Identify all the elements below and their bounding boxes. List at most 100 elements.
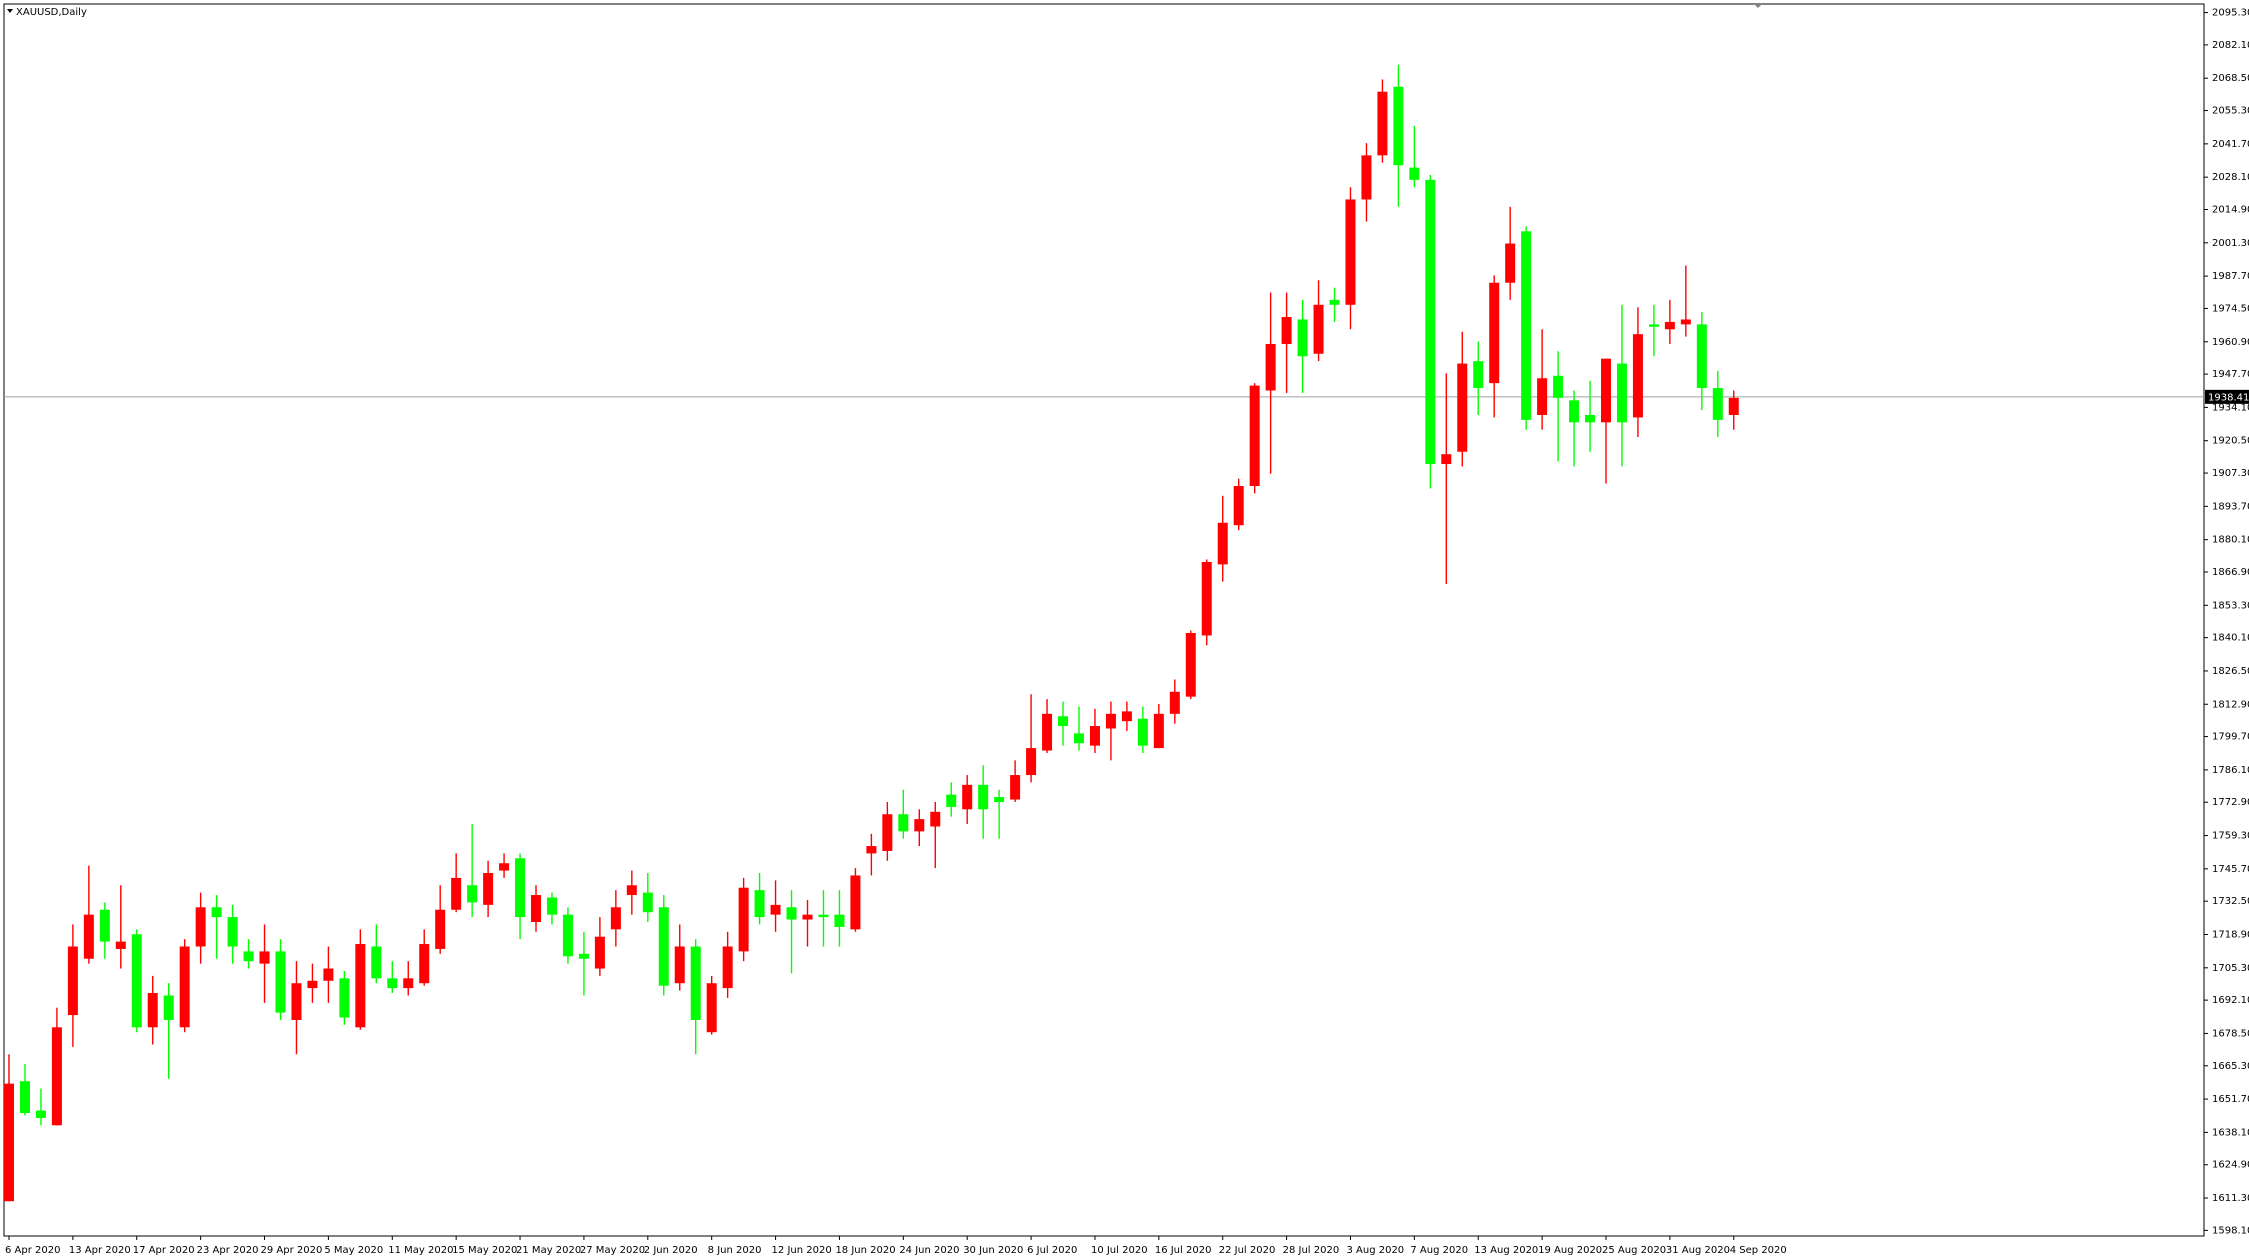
- candle-body: [674, 946, 685, 984]
- x-tick-label: 24 Jun 2020: [899, 1245, 959, 1256]
- candle-body: [1393, 86, 1404, 166]
- x-tick-label: 29 Apr 2020: [261, 1245, 323, 1256]
- menu-arrow[interactable]: [7, 9, 13, 13]
- candle-body: [1616, 363, 1627, 423]
- x-tick-label: 17 Apr 2020: [133, 1245, 195, 1256]
- candle-body: [1185, 632, 1196, 697]
- candle-body: [578, 953, 589, 959]
- candle-body: [451, 877, 462, 910]
- candle-body: [163, 995, 174, 1020]
- candle-body: [898, 814, 909, 832]
- candle-body: [1105, 713, 1116, 729]
- candle-body: [914, 819, 925, 832]
- x-tick-label: 25 Aug 2020: [1602, 1245, 1666, 1256]
- x-tick-label: 21 May 2020: [516, 1245, 581, 1256]
- y-tick-label: 1812.90: [2212, 699, 2249, 710]
- y-tick-label: 1840.10: [2212, 633, 2249, 644]
- x-tick-label: 16 Jul 2020: [1155, 1245, 1212, 1256]
- y-tick-label: 1974.50: [2212, 303, 2249, 314]
- candle-body: [930, 811, 941, 827]
- candle-body: [35, 1110, 46, 1118]
- candle-body: [546, 897, 557, 915]
- y-tick-label: 1826.50: [2212, 666, 2249, 677]
- candle-body: [1505, 243, 1516, 283]
- candle-body: [818, 914, 829, 918]
- candle-body: [834, 914, 845, 927]
- x-tick-label: 11 May 2020: [388, 1245, 453, 1256]
- candle-body: [323, 968, 334, 981]
- candle-body: [131, 934, 142, 1028]
- x-tick-label: 27 May 2020: [580, 1245, 645, 1256]
- y-tick-label: 1598.10: [2212, 1225, 2249, 1236]
- candle-body: [115, 941, 126, 949]
- candle-body: [1089, 726, 1100, 746]
- y-tick-label: 1987.70: [2212, 271, 2249, 282]
- candle-body: [738, 887, 749, 952]
- y-tick-label: 2082.10: [2212, 40, 2249, 51]
- x-tick-label: 7 Aug 2020: [1410, 1245, 1468, 1256]
- y-tick-label: 1947.70: [2212, 369, 2249, 380]
- candle-body: [562, 914, 573, 957]
- candle-body: [51, 1027, 62, 1126]
- candle-body: [1281, 317, 1292, 344]
- candle-body: [1648, 324, 1659, 327]
- candle-body: [658, 907, 669, 986]
- candle-body: [387, 978, 398, 989]
- candle-body: [99, 909, 110, 942]
- candle-body: [1042, 713, 1053, 751]
- candle-body: [1680, 319, 1691, 325]
- candle-body: [275, 951, 286, 1013]
- candle-body: [1010, 775, 1021, 800]
- candle-body: [419, 944, 430, 984]
- candle-body: [403, 978, 414, 989]
- y-tick-label: 1907.30: [2212, 468, 2249, 479]
- candle-body: [1489, 282, 1500, 384]
- candle-body: [610, 907, 621, 930]
- candle-body: [866, 846, 877, 854]
- y-tick-label: 1772.90: [2212, 797, 2249, 808]
- candle-body: [243, 951, 254, 962]
- y-tick-label: 1853.30: [2212, 600, 2249, 611]
- plot-marks: [4, 64, 2204, 1202]
- y-tick-label: 2095.30: [2212, 8, 2249, 19]
- shift-marker[interactable]: [1754, 4, 1762, 8]
- x-tick-label: 13 Aug 2020: [1474, 1245, 1538, 1256]
- candle-body: [1457, 363, 1468, 452]
- y-tick-label: 1651.70: [2212, 1094, 2249, 1105]
- candle-body: [1728, 397, 1739, 415]
- x-tick-label: 31 Aug 2020: [1666, 1245, 1730, 1256]
- chart-title: XAUUSD,Daily: [16, 7, 87, 18]
- y-tick-label: 2041.70: [2212, 139, 2249, 150]
- candle-body: [1249, 385, 1260, 487]
- x-tick-label: 28 Jul 2020: [1283, 1245, 1340, 1256]
- candle-body: [1137, 718, 1148, 746]
- candle-body: [1696, 324, 1707, 389]
- candle-body: [1585, 414, 1596, 423]
- y-tick-label: 1934.10: [2212, 402, 2249, 413]
- candle-body: [594, 936, 605, 969]
- candle-body: [435, 909, 446, 949]
- y-tick-label: 1880.10: [2212, 535, 2249, 546]
- candle-body: [1409, 167, 1420, 180]
- y-tick-label: 1920.50: [2212, 436, 2249, 447]
- y-tick-label: 1665.30: [2212, 1061, 2249, 1072]
- y-tick-label: 1759.30: [2212, 831, 2249, 842]
- candle-body: [67, 946, 78, 1016]
- candle-body: [994, 797, 1005, 802]
- candle-body: [642, 892, 653, 913]
- x-tick-label: 8 Jun 2020: [708, 1245, 762, 1256]
- candle-body: [339, 978, 350, 1018]
- y-tick-label: 1866.90: [2212, 567, 2249, 578]
- candle-body: [1058, 716, 1069, 727]
- candle-body: [291, 983, 302, 1020]
- x-tick-label: 18 Jun 2020: [835, 1245, 895, 1256]
- y-tick-label: 2028.10: [2212, 172, 2249, 183]
- candle-body: [1361, 155, 1372, 200]
- candle-body: [1473, 361, 1484, 389]
- candle-body: [1201, 561, 1212, 636]
- x-tick-label: 5 May 2020: [324, 1245, 383, 1256]
- price-label-box: [2205, 389, 2249, 404]
- candle-body: [467, 885, 478, 903]
